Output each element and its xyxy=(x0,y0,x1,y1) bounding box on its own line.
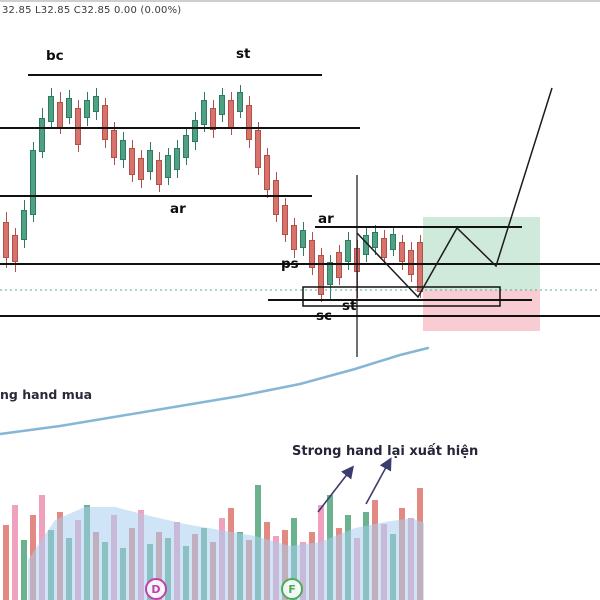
candle xyxy=(120,140,126,160)
candle xyxy=(291,225,297,250)
candle xyxy=(183,135,189,158)
candle xyxy=(75,108,81,145)
candle xyxy=(12,235,18,262)
ohlc-readout: 32.85 L32.85 C32.85 0.00 (0.00%) xyxy=(2,5,182,16)
candle xyxy=(66,98,72,118)
candle xyxy=(138,158,144,180)
candle xyxy=(219,95,225,115)
wyckoff-label-ar: ar xyxy=(170,201,186,217)
candle xyxy=(237,92,243,112)
candle xyxy=(93,96,99,112)
candle xyxy=(300,230,306,248)
candle xyxy=(111,130,117,158)
annotation-strong-hand-xuat-hien: Strong hand lại xuất hiện xyxy=(292,444,479,459)
candle xyxy=(165,155,171,178)
volume-bar xyxy=(21,540,27,600)
indicator-badge-f: F xyxy=(281,578,303,600)
candle xyxy=(327,262,333,285)
indicator-badge-d: D xyxy=(145,578,167,600)
candle xyxy=(129,148,135,175)
candle xyxy=(309,240,315,268)
candle xyxy=(48,96,54,122)
candle xyxy=(201,100,207,125)
candle xyxy=(255,130,261,168)
candle xyxy=(147,150,153,172)
candle xyxy=(273,180,279,215)
candle xyxy=(156,160,162,185)
candle xyxy=(192,120,198,142)
candle xyxy=(3,222,9,258)
candle xyxy=(30,150,36,215)
wyckoff-label-st: st xyxy=(236,46,251,62)
candle xyxy=(264,155,270,190)
candle xyxy=(282,205,288,235)
volume-bar xyxy=(12,505,18,600)
candle xyxy=(210,108,216,130)
candle xyxy=(174,148,180,170)
wyckoff-label-bc: bc xyxy=(46,48,64,64)
candle xyxy=(345,240,351,262)
volume-bar xyxy=(3,525,9,600)
candle xyxy=(246,105,252,140)
candle xyxy=(102,105,108,140)
top-border-strip xyxy=(0,0,600,2)
wyckoff-label-ar: ar xyxy=(318,211,334,227)
candle xyxy=(84,100,90,118)
candle xyxy=(39,118,45,152)
candle xyxy=(21,210,27,240)
candle xyxy=(336,252,342,278)
